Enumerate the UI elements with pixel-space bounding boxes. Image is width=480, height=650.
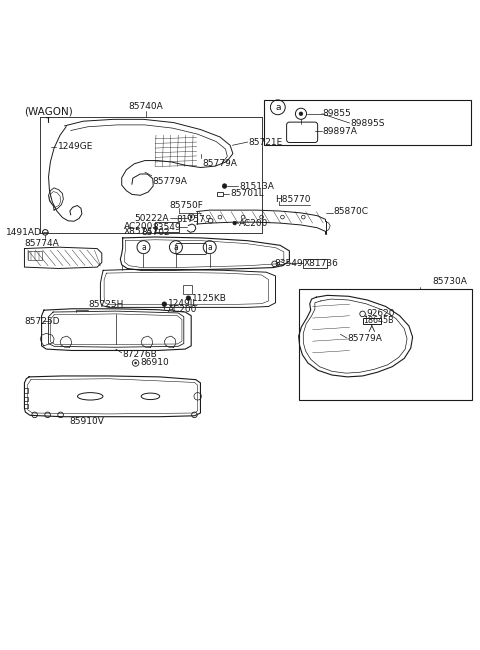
- Text: 1249JL: 1249JL: [168, 299, 198, 308]
- Text: 85750F: 85750F: [169, 202, 203, 211]
- Bar: [299, 289, 472, 400]
- Bar: [155, 222, 179, 232]
- Bar: [362, 318, 381, 324]
- Bar: [303, 259, 327, 268]
- Text: 1249GE: 1249GE: [58, 142, 93, 151]
- Circle shape: [135, 362, 136, 364]
- Text: 85725D: 85725D: [24, 317, 60, 326]
- Bar: [28, 251, 42, 260]
- Text: 85910V: 85910V: [70, 417, 104, 426]
- Circle shape: [190, 216, 192, 218]
- Text: 85721E: 85721E: [249, 138, 283, 146]
- Text: 1491AD: 1491AD: [6, 228, 42, 237]
- Text: a: a: [174, 242, 178, 252]
- Text: 86910: 86910: [140, 359, 169, 367]
- Text: 85779A: 85779A: [153, 177, 188, 186]
- Circle shape: [233, 221, 237, 225]
- Text: 85774A: 85774A: [24, 239, 59, 248]
- Bar: [264, 100, 471, 146]
- Bar: [24, 396, 28, 402]
- Text: 85779A: 85779A: [348, 334, 383, 343]
- Text: 89895S: 89895S: [350, 118, 385, 127]
- Bar: [183, 285, 192, 294]
- Text: 89897A: 89897A: [323, 127, 358, 136]
- Text: 83549: 83549: [153, 223, 181, 232]
- Text: X85747: X85747: [123, 227, 158, 237]
- Text: 81757: 81757: [176, 215, 205, 224]
- Text: X81736: X81736: [304, 259, 339, 268]
- Text: a: a: [141, 242, 146, 252]
- Text: 85779A: 85779A: [202, 159, 237, 168]
- Text: 50222A: 50222A: [134, 214, 169, 223]
- Text: AC200: AC200: [123, 222, 153, 231]
- Text: 85870C: 85870C: [334, 207, 368, 216]
- Text: AC200: AC200: [168, 305, 197, 314]
- Text: AC200: AC200: [239, 218, 268, 227]
- Text: H85770: H85770: [276, 194, 311, 203]
- Bar: [217, 192, 223, 196]
- Text: 18645B: 18645B: [363, 317, 394, 326]
- Text: a: a: [275, 103, 281, 112]
- Text: a: a: [207, 242, 212, 252]
- Text: 1125KB: 1125KB: [192, 294, 227, 303]
- Circle shape: [222, 184, 227, 188]
- Text: (WAGON): (WAGON): [24, 107, 73, 116]
- Text: 85702: 85702: [141, 228, 170, 237]
- Text: 85725H: 85725H: [88, 300, 123, 309]
- Text: 87276B: 87276B: [123, 350, 157, 359]
- Text: 85730A: 85730A: [433, 277, 468, 286]
- Text: 89855: 89855: [323, 109, 351, 118]
- Bar: [24, 389, 28, 393]
- Text: 81513A: 81513A: [240, 181, 274, 190]
- Bar: [24, 404, 28, 408]
- Text: 83549: 83549: [275, 259, 303, 268]
- Circle shape: [299, 112, 303, 116]
- Text: 85740A: 85740A: [129, 101, 163, 111]
- Text: 92620: 92620: [366, 309, 395, 318]
- Circle shape: [186, 296, 191, 300]
- Text: 85701L: 85701L: [230, 189, 264, 198]
- Circle shape: [162, 302, 167, 306]
